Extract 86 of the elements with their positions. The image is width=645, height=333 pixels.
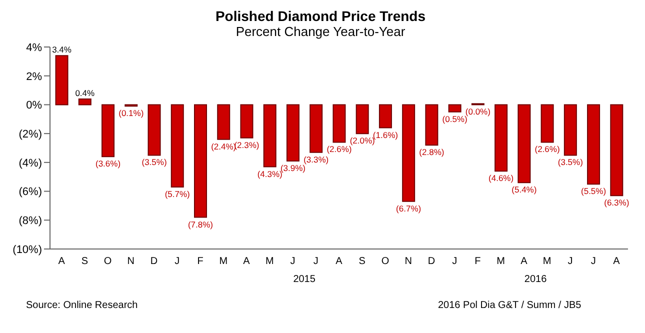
x-tick-label: J: [313, 256, 318, 268]
data-label: (3.9%): [280, 162, 306, 173]
bar: [194, 104, 207, 218]
x-tick-label: D: [428, 256, 436, 268]
data-label: (0.0%): [465, 106, 491, 117]
data-label: (0.5%): [442, 114, 468, 124]
data-label: (2.0%): [350, 136, 376, 146]
y-tick-label: 4%: [26, 42, 42, 54]
data-label: (2.3%): [234, 140, 260, 150]
bar: [378, 104, 392, 128]
bar: [332, 104, 346, 143]
bar: [564, 104, 577, 156]
x-tick-label: O: [104, 256, 112, 268]
y-tick-label: (10%): [12, 244, 42, 256]
data-label: (0.1%): [118, 108, 144, 118]
x-tick-label: J: [174, 256, 180, 268]
bar: [78, 98, 92, 106]
bar: [102, 104, 115, 158]
bar: [148, 104, 161, 156]
bar: [356, 104, 369, 134]
bar: [540, 104, 554, 143]
x-tick-label: A: [243, 256, 250, 268]
data-label: (6.7%): [396, 203, 422, 214]
text: 2016 Pol Dia G&T / Summ / JB5: [438, 300, 582, 311]
bar: [170, 104, 184, 188]
y-tick-label: (6%): [18, 186, 42, 198]
chart-subtitle: Percent Change Year-to-Year: [234, 24, 406, 39]
y-tick-label: 2%: [26, 70, 42, 83]
data-label: (1.6%): [372, 130, 398, 140]
x-tick-label: J: [452, 256, 458, 268]
bar: [286, 104, 300, 162]
data-label: (3.5%): [558, 157, 584, 168]
x-tick-label: A: [58, 256, 66, 268]
bar: [518, 104, 531, 184]
bar: [587, 104, 600, 185]
x-tick-label: J: [290, 256, 296, 268]
x-tick-label: J: [568, 256, 573, 268]
text: 2016: [523, 274, 548, 285]
data-label: (5.5%): [581, 186, 606, 196]
x-tick-label: F: [474, 256, 481, 268]
source-note: Source: Online Research: [26, 300, 139, 311]
bar: [217, 104, 230, 140]
data-label: 3.4%: [52, 44, 72, 55]
x-tick-label: M: [496, 256, 506, 268]
x-tick-label: S: [81, 256, 88, 268]
data-label: (2.6%): [534, 144, 560, 154]
data-label: (6.3%): [604, 198, 630, 208]
x-tick-label: M: [542, 256, 552, 268]
x-tick-label: M: [265, 256, 274, 268]
x-tick-label: F: [197, 256, 204, 268]
data-label: (5.4%): [512, 184, 537, 195]
x-tick-label: A: [613, 256, 620, 268]
data-label: (2.4%): [211, 141, 236, 152]
x-tick-label: A: [336, 256, 343, 268]
x-tick-label: S: [358, 256, 366, 268]
bar: [494, 104, 508, 172]
data-label: (3.6%): [95, 158, 121, 169]
data-label: (3.3%): [304, 154, 329, 164]
y-tick-label: (2%): [18, 128, 42, 140]
text: 2015: [292, 274, 316, 285]
chart-title: Polished Diamond Price Trends: [214, 8, 427, 24]
bar: [55, 55, 68, 106]
data-label: (4.6%): [488, 173, 514, 184]
x-tick-label: M: [219, 256, 228, 268]
bar: [425, 104, 438, 146]
y-tick-label: (8%): [18, 215, 42, 228]
data-label: 0.4%: [75, 88, 96, 98]
data-label: (2.8%): [419, 147, 444, 158]
x-tick-label: N: [127, 256, 135, 268]
bar: [448, 104, 462, 112]
data-label: (3.5%): [142, 157, 167, 168]
x-tick-label: A: [520, 256, 528, 268]
bar: [240, 104, 254, 138]
x-tick-label: D: [150, 256, 158, 268]
x-tick-label: N: [404, 256, 412, 268]
y-tick-label: 0%: [26, 100, 42, 112]
data-label: (5.7%): [164, 188, 190, 199]
bar: [610, 104, 624, 196]
x-tick-label: O: [381, 256, 390, 268]
bar: [402, 104, 416, 202]
bar: [310, 104, 323, 153]
x-tick-label: J: [590, 256, 596, 268]
y-tick-label: (4%): [18, 157, 42, 170]
data-label: (7.8%): [188, 219, 214, 230]
data-label: (2.6%): [326, 144, 352, 154]
bar: [263, 104, 276, 168]
